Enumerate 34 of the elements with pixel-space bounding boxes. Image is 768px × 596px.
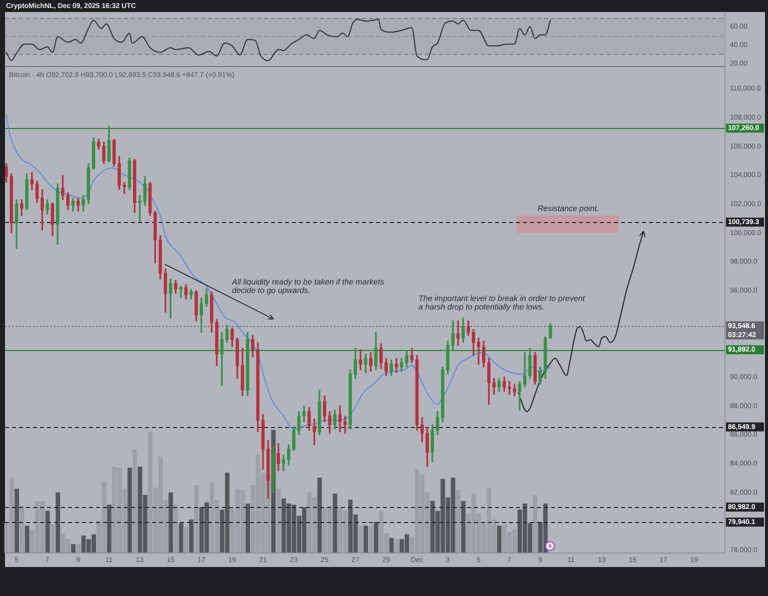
annotation: All liquidity ready to be taken if the markets decide to go upwards.	[231, 278, 384, 296]
bar	[55, 492, 60, 553]
bar	[368, 526, 373, 553]
bar	[276, 488, 281, 553]
bar	[363, 526, 368, 553]
bar	[132, 449, 137, 553]
bar	[70, 544, 76, 553]
bar	[106, 504, 112, 553]
bar	[358, 526, 363, 553]
annotation: The important level to break in order to prevent a harsh drop to potentially the lows.	[418, 294, 586, 312]
bar	[374, 522, 378, 553]
bar	[14, 488, 19, 553]
bar	[168, 492, 173, 553]
bar	[184, 526, 188, 553]
bar	[456, 490, 460, 553]
bar	[388, 538, 394, 553]
bar	[24, 526, 30, 553]
bar	[532, 494, 538, 553]
annotation: Resistance point.	[538, 204, 599, 213]
bar	[194, 485, 198, 553]
bar	[19, 506, 24, 553]
bar	[178, 523, 184, 553]
bar	[45, 510, 50, 553]
bar	[127, 468, 132, 553]
bar	[76, 544, 80, 553]
bar	[496, 526, 502, 553]
bar	[245, 503, 250, 553]
bar	[317, 478, 322, 553]
bar	[460, 501, 466, 553]
bar	[394, 539, 399, 553]
bar	[50, 524, 55, 553]
line-series	[6, 18, 551, 62]
bar	[173, 504, 178, 553]
bar	[188, 519, 194, 553]
